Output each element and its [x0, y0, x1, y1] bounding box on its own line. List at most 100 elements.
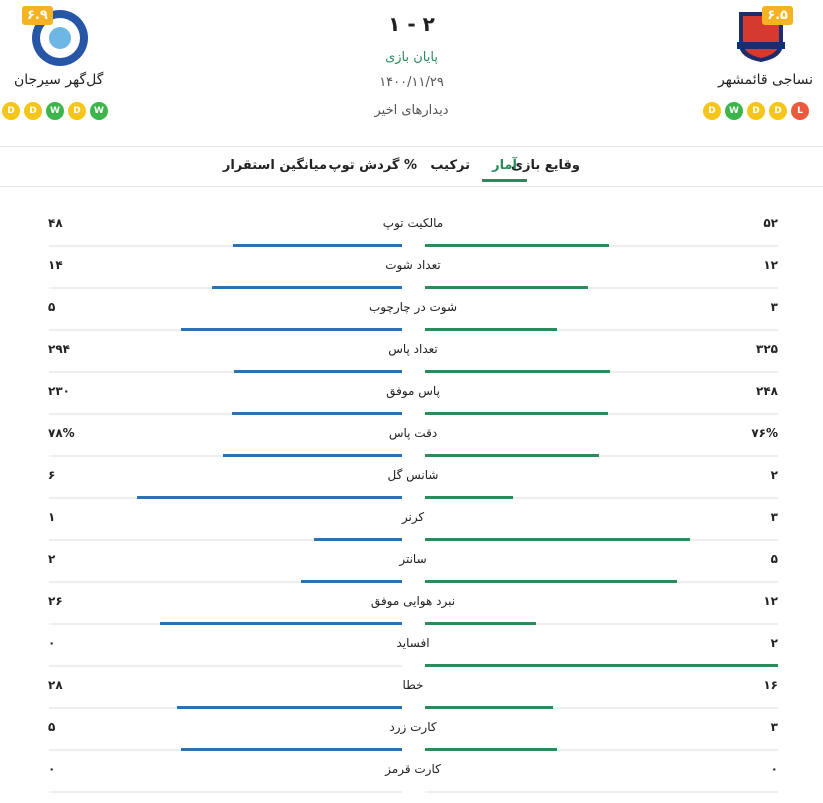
stat-name: کارت زرد: [389, 720, 437, 734]
home-value: ۳۲۵: [756, 342, 778, 356]
stat-name: سانتر: [399, 552, 427, 566]
stat-name: افساید: [396, 636, 430, 650]
away-value: ۲۶: [48, 594, 63, 608]
home-bar: [425, 706, 554, 709]
tab[interactable]: میانگین استقرار: [222, 158, 327, 173]
home-bar: [425, 538, 690, 541]
home-value: ۰: [770, 762, 778, 776]
home-bar: [425, 286, 588, 289]
home-team[interactable]: نساجی قائمشهر: [717, 72, 813, 88]
score: ۱ - ۲: [388, 12, 435, 36]
away-value: ۲۳۰: [48, 384, 70, 398]
bar-track: [425, 497, 778, 499]
bar-track: [425, 749, 778, 751]
home-bar: [425, 496, 514, 499]
form-badge: W: [46, 102, 64, 120]
away-value: ۰: [48, 762, 56, 776]
away-value: ۵: [48, 720, 56, 734]
stat-name: شانس گل: [387, 468, 439, 482]
away-bar: [234, 370, 402, 373]
bar-track: [49, 581, 402, 583]
away-bar: [232, 412, 402, 415]
away-bar: [223, 454, 402, 457]
home-value: ۲۴۸: [756, 384, 778, 398]
stat-name: تعداد پاس: [388, 342, 438, 356]
bar-track: [425, 455, 778, 457]
bar-track: [49, 413, 402, 415]
bar-track: [49, 791, 402, 793]
bar-track: [425, 707, 778, 709]
form-badge: W: [90, 102, 108, 120]
away-bar: [211, 286, 402, 289]
away-bar: [160, 622, 402, 625]
away-bar: [181, 328, 402, 331]
away-value: ۱: [48, 510, 56, 524]
form-badge: D: [703, 102, 721, 120]
away-value: ۲۹۴: [48, 342, 70, 356]
home-value: ۷۶%: [751, 426, 778, 440]
away-bar: [181, 748, 402, 751]
stat-name: پاس موفق: [386, 384, 440, 398]
tab[interactable]: گردش توپ %: [328, 158, 417, 173]
away-bar: [137, 496, 402, 499]
home-bar: [425, 454, 600, 457]
home-bar: [425, 748, 558, 751]
away-value: ۵: [48, 300, 56, 314]
recent-link[interactable]: دیدارهای اخیر: [374, 103, 449, 118]
away-value: ۷۸%: [48, 426, 75, 440]
home-value: ۳: [770, 510, 778, 524]
home-value: ۵۲: [763, 216, 778, 230]
tab[interactable]: آمار: [482, 158, 527, 182]
home-value: ۵: [770, 552, 778, 566]
home-bar: [425, 412, 609, 415]
home-bar: [425, 328, 558, 331]
home-bar: [425, 664, 778, 667]
away-value: ۲۸: [48, 678, 63, 692]
away-team[interactable]: گل‌گهر سیرجان: [14, 72, 104, 88]
bar-track: [425, 329, 778, 331]
home-value: ۳: [770, 300, 778, 314]
stat-name: نبرد هوایی موفق: [370, 594, 456, 608]
home-value: ۲: [770, 636, 778, 650]
home-bar: [425, 370, 611, 373]
bar-track: [49, 539, 402, 541]
away-rating: ۶.۹: [22, 6, 53, 25]
stat-name: مالکیت توپ: [382, 216, 444, 230]
bar-track: [49, 245, 402, 247]
form-badge: L: [791, 102, 809, 120]
divider: [0, 146, 823, 147]
form-badge: D: [747, 102, 765, 120]
home-bar: [425, 580, 678, 583]
form-badge: D: [769, 102, 787, 120]
away-value: ۰: [48, 636, 56, 650]
home-value: ۱۶: [763, 678, 778, 692]
away-bar: [301, 580, 402, 583]
status: پایان بازی: [385, 50, 438, 65]
home-value: ۱۲: [763, 594, 778, 608]
form-badge: D: [2, 102, 20, 120]
home-rating: ۶.۵: [762, 6, 793, 25]
stat-name: تعداد شوت: [385, 258, 441, 272]
form-badge: D: [24, 102, 42, 120]
tab[interactable]: وقایع بازی: [511, 158, 580, 173]
stat-name: خطا: [402, 678, 424, 692]
form-badge: D: [68, 102, 86, 120]
away-value: ۶: [48, 468, 56, 482]
stat-name: کارت قرمز: [385, 762, 441, 776]
bar-track: [49, 665, 402, 667]
date: ۱۴۰۰/۱۱/۲۹: [379, 75, 444, 90]
stat-name: کرنر: [401, 510, 425, 524]
away-value: ۴۸: [48, 216, 63, 230]
away-value: ۱۴: [48, 258, 63, 272]
tab[interactable]: ترکیب: [430, 158, 470, 173]
bar-track: [425, 623, 778, 625]
home-bar: [425, 244, 609, 247]
home-value: ۱۲: [763, 258, 778, 272]
bar-track: [425, 287, 778, 289]
stat-name: شوت در چارچوب: [368, 300, 458, 314]
away-bar: [313, 538, 402, 541]
home-value: ۲: [770, 468, 778, 482]
